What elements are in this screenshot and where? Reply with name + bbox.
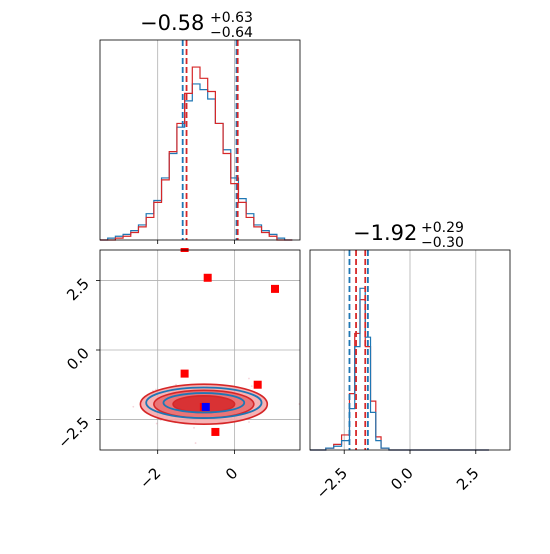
title-p2-minus: −0.30 [421,235,464,251]
panel-p1-histogram [99,39,301,244]
p1-hist-blue [100,83,293,241]
joint-sample-point [155,388,157,391]
title-p2-value: −1.92 [353,221,417,245]
panel-p1-frame [99,39,301,241]
p2-xtick-label: −2.5 [313,464,351,502]
joint-marker-red [271,284,279,293]
joint-marker-red [203,273,212,282]
title-p1-value: −0.58 [140,11,204,35]
joint-sample-point [248,377,250,380]
title-p1-minus: −0.64 [210,25,253,41]
p2-hist-blue [310,287,489,451]
joint-ytick-label: 2.5 [63,275,93,305]
joint-sample-point [193,426,195,429]
joint-marker-red [180,369,189,378]
joint-sample-point [155,422,158,425]
joint-xtick-label: 0 [222,464,241,483]
title-p1: −0.58 +0.63 −0.64 [140,10,253,41]
panel-p2-histogram: −2.5 0.0 2.5 [309,249,511,503]
p2-hist-red [310,299,489,451]
p1-hist-red [100,66,293,241]
joint-ytick-label: −2.5 [54,414,92,452]
joint-sample-point [132,405,135,408]
joint-marker-red [253,380,262,389]
joint-marker-blue [201,402,210,411]
joint-contour-blue [145,386,263,419]
joint-sample-point [175,383,177,386]
panel-joint-scatter: −2 0 −2.5 0.0 2.5 [54,248,301,492]
p2-xtick-label: 2.5 [453,464,483,494]
joint-ytick-label: 0.0 [63,344,93,374]
joint-contour-blue [162,392,246,414]
title-p1-plus: +0.63 [210,10,253,26]
title-p2-plus: +0.29 [421,220,464,236]
title-p2: −1.92 +0.29 −0.30 [353,220,464,251]
joint-sample-point [194,442,197,444]
joint-sample-point [248,421,250,423]
p2-xtick-label: 0.0 [387,464,417,494]
joint-sample-point [250,385,253,388]
joint-marker-red [211,427,220,436]
joint-xtick-label: −2 [136,464,164,492]
